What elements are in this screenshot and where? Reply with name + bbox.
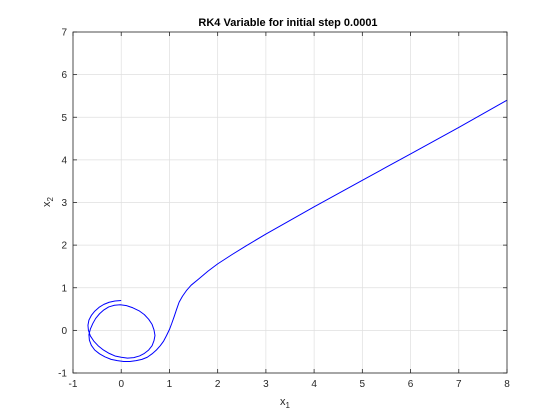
y-tick-label: 7	[61, 28, 67, 39]
x-tick-label: 5	[360, 379, 366, 390]
y-axis-label-main: x	[41, 201, 53, 207]
y-tick-label: -1	[58, 369, 67, 380]
x-axis-label: x1	[280, 396, 291, 410]
y-tick-label: 0	[61, 326, 67, 337]
x-tick-label: -1	[69, 379, 78, 390]
y-tick-label: 5	[61, 113, 67, 124]
y-tick-label: 3	[61, 198, 67, 209]
y-tick-label: 4	[61, 155, 67, 166]
x-axis-ticks: -1 0 1 2 3 4 5 6 7 8	[69, 32, 510, 390]
x-tick-label: 1	[167, 379, 173, 390]
x-tick-label: 7	[456, 379, 462, 390]
y-axis-label-subscript: 2	[46, 196, 55, 201]
trajectory-line	[87, 99, 508, 362]
x-tick-label: 6	[408, 379, 414, 390]
y-axis-label: x2	[41, 196, 55, 207]
y-tick-label: 2	[61, 241, 67, 252]
x-axis-label-subscript: 1	[286, 401, 291, 410]
x-tick-label: 3	[263, 379, 269, 390]
y-tick-label: 1	[61, 283, 67, 294]
y-axis-ticks: -1 0 1 2 3 4 5 6 7	[58, 28, 507, 380]
x-axis-label-main: x	[280, 396, 286, 408]
x-tick-label: 8	[504, 379, 510, 390]
x-tick-label: 4	[311, 379, 317, 390]
y-tick-label: 6	[61, 70, 67, 81]
chart-title: RK4 Variable for initial step 0.0001	[198, 17, 377, 29]
x-tick-label: 2	[215, 379, 221, 390]
x-tick-label: 0	[118, 379, 124, 390]
series-group	[87, 99, 508, 362]
